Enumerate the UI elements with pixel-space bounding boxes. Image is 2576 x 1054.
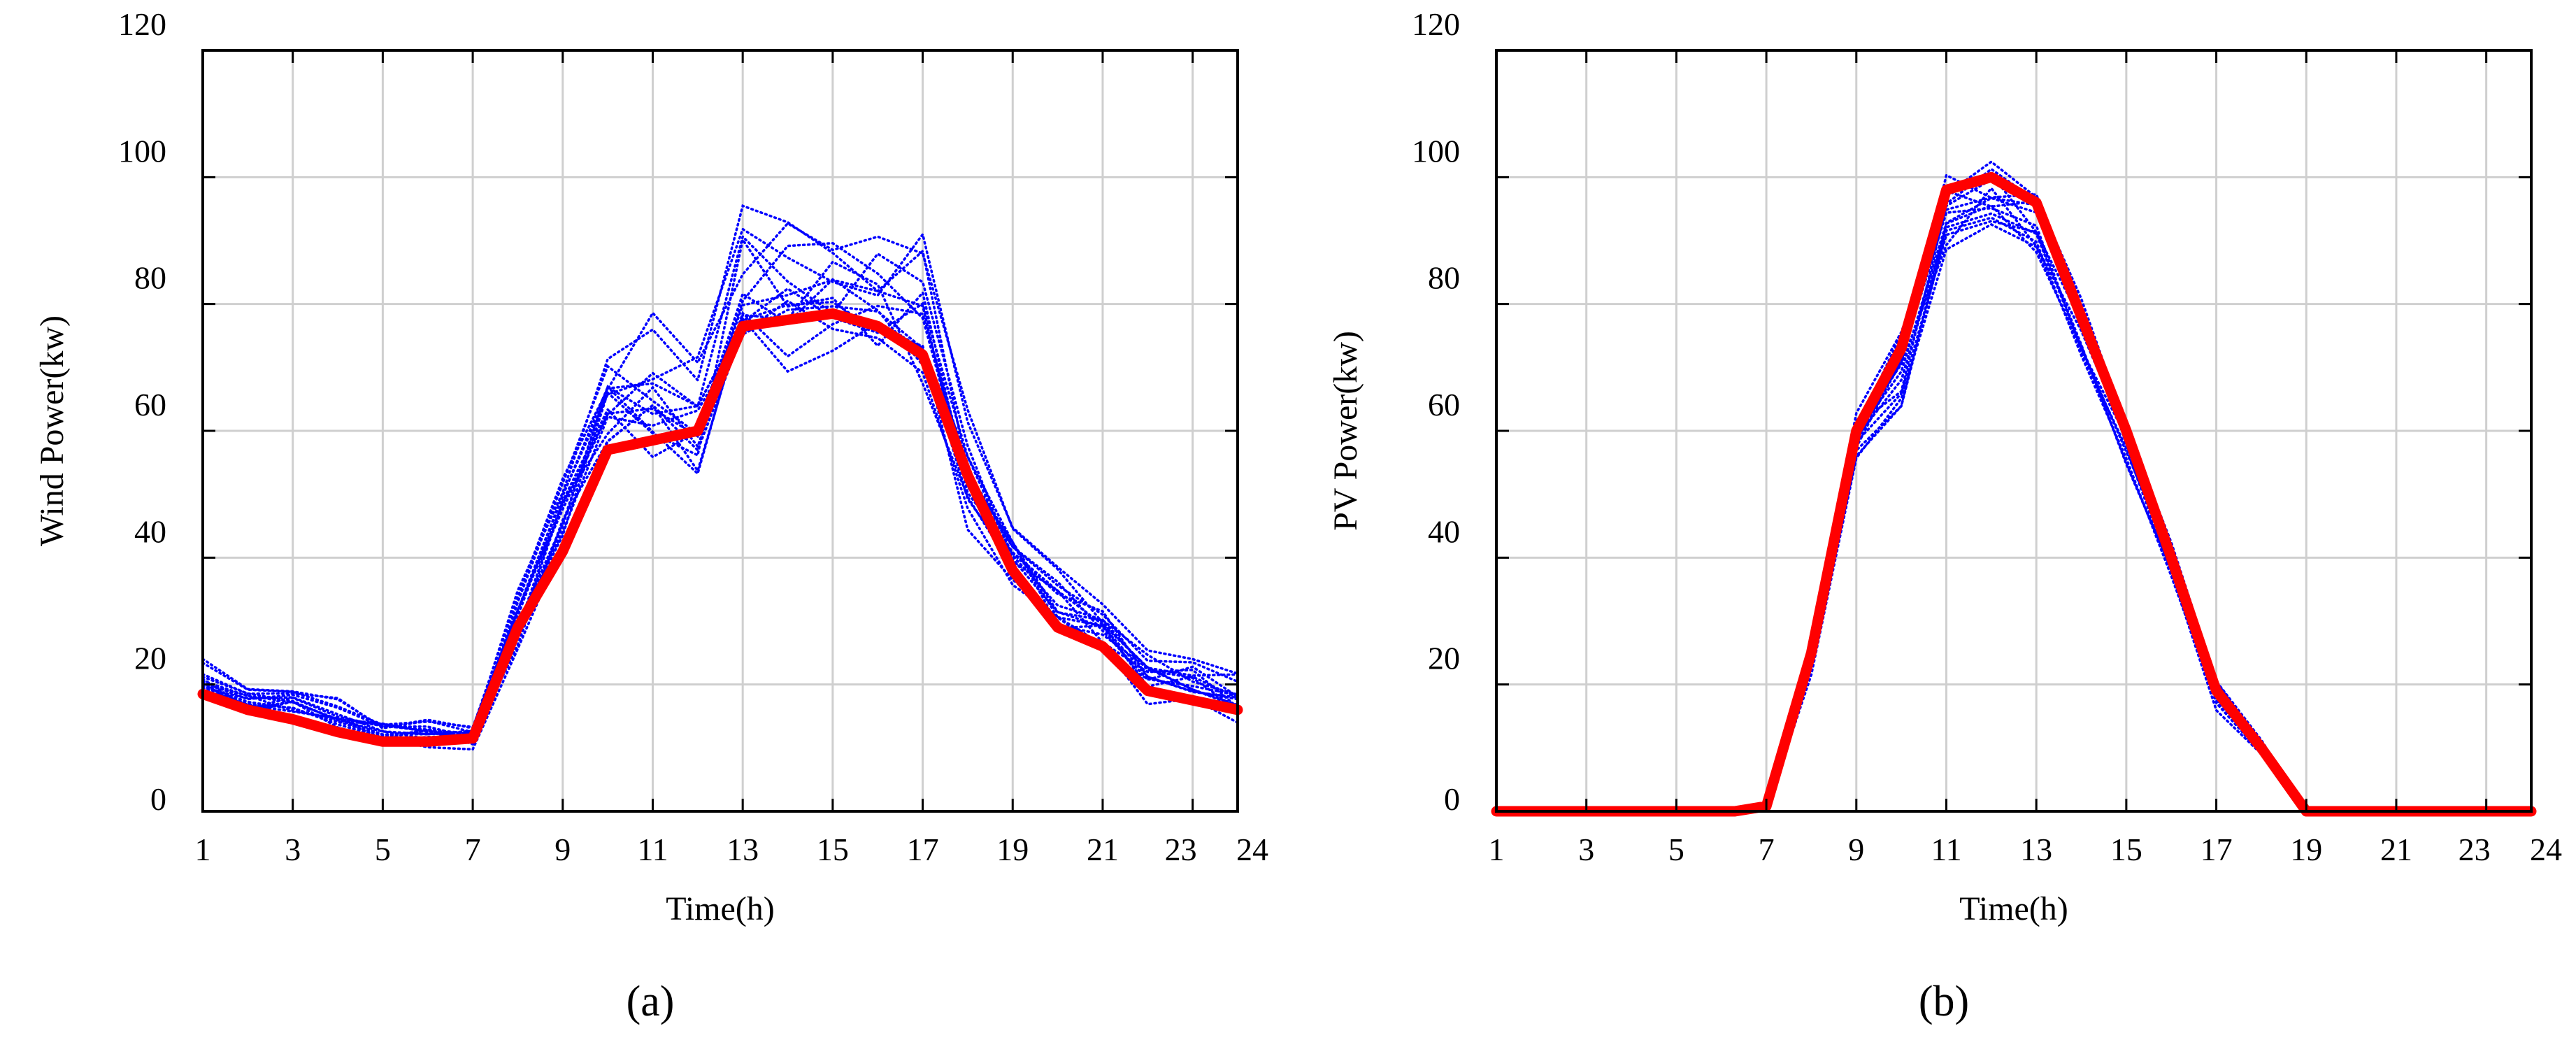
x-tick-label: 7 <box>1759 832 1775 867</box>
x-axis-ticks: 1 3 5 7 9 11 13 15 17 19 21 23 24 <box>1489 50 2562 867</box>
x-tick-label: 11 <box>1931 832 1961 867</box>
y-axis-ticks: 0 20 40 60 80 100 120 <box>118 6 1238 817</box>
y-tick-label: 120 <box>1412 6 1460 42</box>
panel-label: (a) <box>627 978 675 1025</box>
y-tick-label: 20 <box>1428 641 1460 676</box>
scenario-line <box>201 301 1239 741</box>
y-axis-ticks: 0 20 40 60 80 100 120 <box>1412 6 2531 817</box>
x-axis-ticks: 1 3 5 7 9 11 13 15 17 19 21 23 24 <box>195 50 1268 867</box>
x-tick-label: 9 <box>1848 832 1864 867</box>
x-tick-label: 5 <box>375 832 391 867</box>
x-tick-label: 19 <box>2290 832 2322 867</box>
x-tick-label: 15 <box>817 832 849 867</box>
scenario-line <box>201 227 1239 729</box>
panel-label: (b) <box>1919 978 1969 1025</box>
scenario-line <box>201 236 1239 736</box>
mean-line <box>197 308 1243 747</box>
mean-line-group <box>197 308 1243 747</box>
y-tick-label: 0 <box>150 781 166 817</box>
x-tick-label: 7 <box>465 832 481 867</box>
y-tick-label: 40 <box>134 513 166 549</box>
scenario-line <box>201 204 1239 734</box>
x-tick-label: 5 <box>1668 832 1684 867</box>
x-tick-label: 1 <box>1489 832 1505 867</box>
x-axis-title: Time(h) <box>666 890 775 927</box>
y-tick-label: 100 <box>118 133 166 169</box>
x-tick-label: 3 <box>1578 832 1594 867</box>
x-tick-label: 21 <box>1087 832 1119 867</box>
x-axis-title: Time(h) <box>1959 890 2068 927</box>
x-tick-label: 24 <box>2530 832 2562 867</box>
x-tick-label: 23 <box>1165 832 1197 867</box>
x-tick-label: 15 <box>2110 832 2142 867</box>
y-tick-label: 20 <box>134 641 166 676</box>
x-tick-label: 11 <box>637 832 668 867</box>
x-tick-label: 21 <box>2380 832 2412 867</box>
y-tick-label: 80 <box>1428 260 1460 296</box>
x-tick-label: 24 <box>1236 832 1268 867</box>
y-tick-label: 100 <box>1412 133 1460 169</box>
x-tick-label: 13 <box>727 832 759 867</box>
x-tick-label: 3 <box>285 832 301 867</box>
y-tick-label: 60 <box>134 387 166 422</box>
y-axis-title: Wind Power(kw) <box>34 315 71 546</box>
x-tick-label: 1 <box>195 832 211 867</box>
x-tick-label: 19 <box>996 832 1029 867</box>
y-tick-label: 0 <box>1444 781 1460 817</box>
scenario-line <box>201 305 1239 736</box>
y-tick-label: 40 <box>1428 513 1460 549</box>
y-tick-label: 60 <box>1428 387 1460 422</box>
y-tick-label: 80 <box>134 260 166 296</box>
x-tick-label: 9 <box>554 832 571 867</box>
x-tick-label: 23 <box>2459 832 2491 867</box>
x-tick-label: 17 <box>907 832 939 867</box>
x-tick-label: 13 <box>2020 832 2052 867</box>
y-tick-label: 120 <box>118 6 166 42</box>
x-tick-label: 17 <box>2201 832 2233 867</box>
scenario-line <box>201 278 1239 746</box>
y-axis-title: PV Power(kw) <box>1327 331 1364 531</box>
